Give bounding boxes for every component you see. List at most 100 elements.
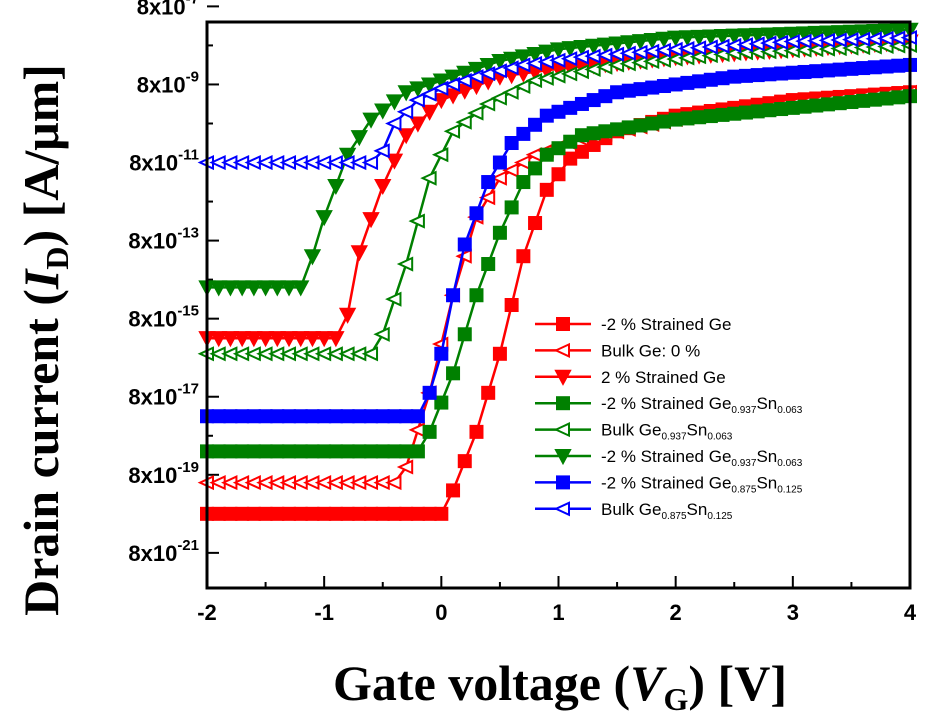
series-point: [538, 44, 556, 61]
y-tick-label: 8x10-9: [137, 68, 199, 97]
series-point: [385, 291, 402, 307]
series-point: [598, 89, 613, 104]
series-point: [516, 249, 531, 264]
series-point: [270, 409, 285, 424]
series-point: [434, 395, 449, 410]
series-point: [385, 115, 402, 132]
series-point: [762, 67, 777, 82]
series-point: [785, 65, 800, 80]
x-tick-label: 0: [435, 600, 447, 625]
y-tick-label: 8x10-15: [128, 303, 199, 332]
x-tick-label: 2: [670, 600, 682, 625]
series-2: [198, 34, 919, 348]
series-point: [539, 182, 554, 197]
series-point: [408, 213, 425, 229]
series-point: [502, 162, 519, 178]
series-point: [246, 506, 261, 521]
series-point: [385, 94, 404, 111]
series-point: [621, 83, 636, 98]
series-point: [305, 444, 320, 459]
legend-entry: Bulk Ge0.937Sn0.063: [535, 421, 733, 443]
series-point: [772, 27, 790, 44]
series-point: [856, 93, 871, 108]
series-point: [361, 346, 379, 362]
series-point: [469, 206, 484, 221]
series-point: [420, 104, 439, 121]
series-point: [280, 331, 298, 348]
series-point: [362, 212, 380, 229]
series-point: [844, 95, 859, 110]
series-point: [211, 506, 226, 521]
series-point: [293, 409, 308, 424]
series-point: [317, 409, 332, 424]
series-point: [856, 61, 871, 76]
series-point: [211, 409, 226, 424]
series-point: [410, 506, 425, 521]
series-point: [842, 24, 861, 41]
legend-entry: -2 % Strained Ge0.875Sn0.125: [535, 473, 803, 495]
series-point: [268, 331, 286, 348]
series-point: [373, 326, 390, 342]
series-point: [223, 409, 238, 424]
series-point: [420, 86, 437, 102]
series-point: [586, 93, 601, 108]
series-point: [620, 35, 638, 52]
legend-entry: -2 % Strained Ge: [535, 315, 731, 334]
y-tick-label: 8x10-11: [129, 147, 199, 176]
series-point: [280, 280, 298, 297]
series-point: [375, 444, 390, 459]
series-point: [364, 506, 379, 521]
series-point: [446, 483, 461, 498]
series-point: [303, 249, 322, 266]
series-point: [891, 58, 906, 73]
series-point: [478, 96, 496, 112]
legend-label: -2 % Strained Ge0.937Sn0.063: [601, 447, 803, 469]
y-tick-label: 8x10-19: [128, 459, 199, 488]
series-point: [596, 37, 615, 54]
series-4: [197, 37, 917, 362]
series-point: [551, 141, 566, 156]
x-axis-title: Gate voltage (VG) [V]: [333, 655, 787, 717]
series-point: [738, 105, 753, 120]
series-point: [352, 444, 367, 459]
series-point: [317, 444, 332, 459]
series-point: [303, 331, 322, 348]
series-6: [200, 57, 917, 424]
series-point: [223, 444, 238, 459]
series-point: [256, 280, 275, 297]
series-point: [399, 409, 414, 424]
x-tick-label: 1: [552, 600, 564, 625]
series-point: [633, 82, 648, 97]
series-point: [352, 409, 367, 424]
series-point: [666, 30, 685, 47]
series-point: [692, 110, 707, 125]
series-point: [492, 225, 507, 240]
series-point: [399, 506, 414, 521]
series-point: [774, 66, 789, 81]
series-point: [867, 92, 882, 107]
series-point: [233, 331, 251, 348]
series-point: [574, 96, 589, 111]
series-point: [397, 128, 415, 145]
series-point: [645, 116, 660, 131]
series-point: [434, 506, 449, 521]
series-point: [446, 288, 461, 303]
series-3: [200, 89, 917, 459]
series-point: [563, 134, 578, 149]
series-point: [469, 288, 484, 303]
series-point: [292, 331, 310, 348]
y-axis-title: Drain current (ID) [A/μm]: [13, 64, 75, 616]
series-point: [668, 77, 683, 92]
series-point: [282, 506, 297, 521]
series-point: [539, 147, 554, 162]
series-point: [374, 178, 392, 196]
series-point: [455, 72, 472, 89]
series-point: [221, 280, 240, 297]
series-point: [715, 107, 730, 122]
series-point: [245, 280, 263, 297]
series-point: [785, 100, 800, 115]
series-point: [738, 68, 753, 83]
series-point: [703, 72, 718, 87]
series-point: [867, 60, 882, 75]
